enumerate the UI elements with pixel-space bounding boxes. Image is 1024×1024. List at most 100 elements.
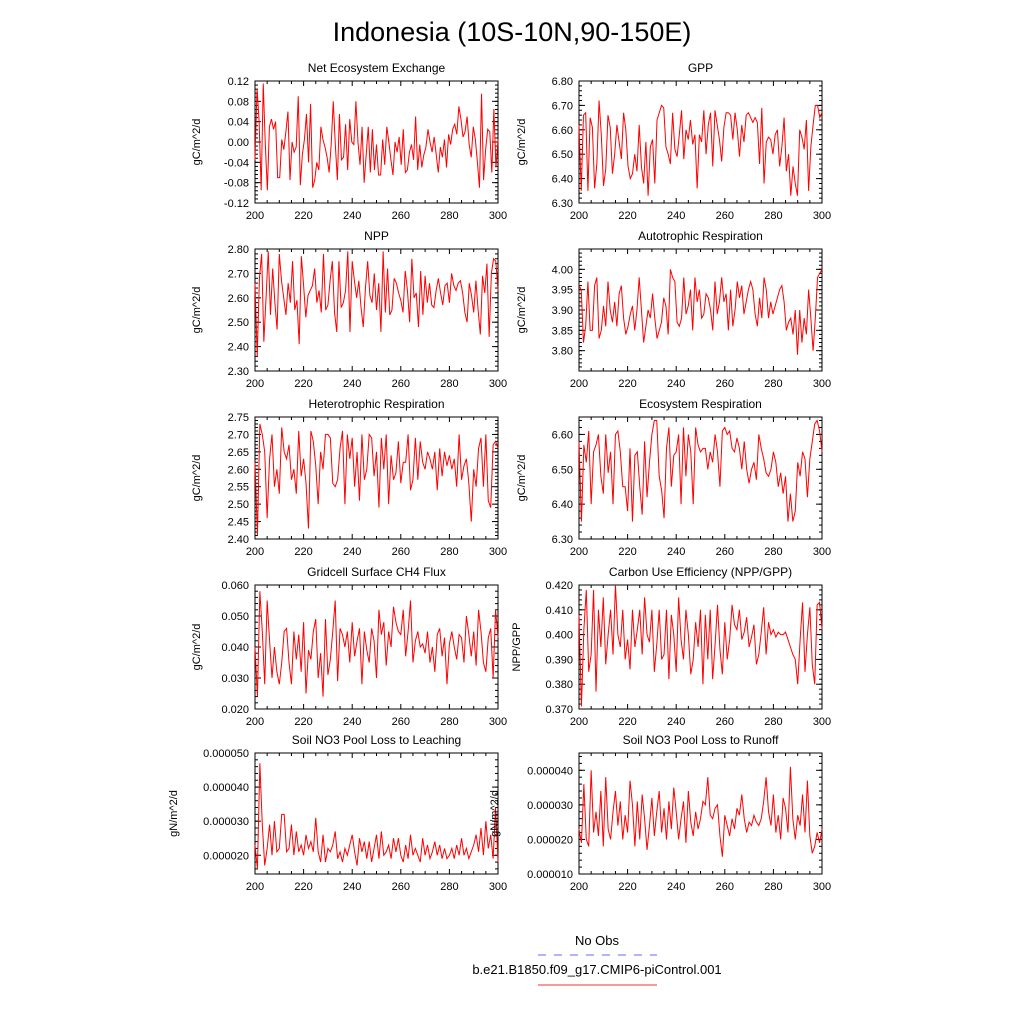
- y-tick-label: 2.50: [228, 317, 249, 329]
- x-tick-label: 300: [489, 881, 507, 893]
- y-tick-label: 6.70: [552, 100, 573, 112]
- y-tick-label: 3.85: [552, 325, 573, 337]
- x-tick-label: 280: [440, 716, 458, 728]
- x-tick-label: 280: [764, 378, 782, 390]
- y-tick-label: 6.40: [552, 174, 573, 186]
- plot-frame: [254, 584, 499, 710]
- y-tick-label: 0.000040: [203, 782, 249, 794]
- y-tick-label: 0.04: [228, 117, 249, 129]
- x-tick-label: 300: [813, 546, 831, 558]
- x-tick-label: 280: [764, 716, 782, 728]
- panel-8: Soil NO3 Pool Loss to Leaching gN/m^2/d 20…: [168, 733, 507, 893]
- legend-label-no-obs: No Obs: [575, 933, 620, 948]
- panel-4: Heterotrophic Respiration gC/m^2/d 200 220 2…: [191, 397, 507, 558]
- x-tick-label: 200: [570, 716, 588, 728]
- x-tick-label: 240: [667, 881, 685, 893]
- panel-6: Gridcell Surface CH4 Flux gC/m^2/d 200 220 2…: [191, 565, 507, 728]
- y-tick-label: 6.40: [552, 499, 573, 511]
- y-tick-label: 0.060: [221, 580, 249, 592]
- y-axis-label: gC/m^2/d: [191, 455, 203, 502]
- y-tick-label: 2.80: [228, 244, 249, 256]
- x-tick-label: 240: [343, 378, 361, 390]
- series-line: [254, 83, 499, 191]
- series-line: [578, 584, 823, 707]
- y-tick-label: 6.50: [552, 149, 573, 161]
- x-tick-label: 260: [392, 716, 410, 728]
- y-tick-label: 0.000010: [527, 869, 573, 881]
- x-tick-label: 240: [667, 210, 685, 222]
- panel-title: Heterotrophic Respiration: [308, 397, 444, 411]
- x-tick-label: 240: [343, 546, 361, 558]
- x-tick-label: 240: [667, 716, 685, 728]
- y-tick-label: 6.80: [552, 76, 573, 88]
- y-tick-label: -0.04: [224, 157, 249, 169]
- x-tick-label: 260: [716, 210, 734, 222]
- y-tick-label: 2.40: [228, 342, 249, 354]
- y-tick-label: 2.30: [228, 366, 249, 378]
- panel-9: Soil NO3 Pool Loss to Runoff gN/m^2/d 200 2…: [489, 733, 831, 893]
- series-line: [578, 100, 823, 196]
- y-axis-label: gN/m^2/d: [489, 790, 501, 837]
- panel-title: Carbon Use Efficiency (NPP/GPP): [609, 565, 792, 579]
- x-tick-label: 300: [813, 881, 831, 893]
- series-line: [254, 423, 499, 536]
- panel-7: Carbon Use Efficiency (NPP/GPP) NPP/GPP 20…: [511, 565, 831, 728]
- y-tick-label: 0.000020: [527, 834, 573, 846]
- x-tick-label: 200: [570, 210, 588, 222]
- panel-title: NPP: [364, 229, 389, 243]
- y-tick-label: 6.30: [552, 534, 573, 546]
- y-axis-label: gC/m^2/d: [516, 119, 528, 166]
- y-axis-label: gC/m^2/d: [516, 455, 528, 502]
- y-tick-label: 6.50: [552, 464, 573, 476]
- y-tick-label: 0.380: [545, 679, 573, 691]
- y-tick-label: 0.390: [545, 654, 573, 666]
- y-tick-label: 0.420: [545, 580, 573, 592]
- x-tick-label: 240: [667, 546, 685, 558]
- panel-title: Soil NO3 Pool Loss to Runoff: [623, 733, 780, 747]
- x-tick-label: 200: [246, 210, 264, 222]
- y-tick-label: 2.55: [228, 482, 249, 494]
- legend: No Obs b.e21.B1850.f09_g17.CMIP6-piContr…: [472, 933, 722, 986]
- x-tick-label: 260: [392, 210, 410, 222]
- y-tick-label: 0.370: [545, 704, 573, 716]
- x-tick-label: 280: [440, 210, 458, 222]
- x-tick-label: 260: [392, 378, 410, 390]
- panel-title: Gridcell Surface CH4 Flux: [307, 565, 446, 579]
- x-tick-label: 300: [813, 378, 831, 390]
- y-axis-label: gC/m^2/d: [191, 624, 203, 671]
- panel-title: Ecosystem Respiration: [639, 397, 762, 411]
- x-tick-label: 200: [246, 881, 264, 893]
- x-tick-label: 300: [489, 716, 507, 728]
- x-tick-label: 280: [764, 210, 782, 222]
- y-tick-label: 0.050: [221, 611, 249, 623]
- y-tick-label: 0.00: [228, 137, 249, 149]
- legend-label-model: b.e21.B1850.f09_g17.CMIP6-piControl.001: [472, 962, 721, 977]
- panel-title: GPP: [688, 61, 713, 75]
- y-tick-label: -0.12: [224, 198, 249, 210]
- series-line: [578, 766, 823, 857]
- y-tick-label: 2.45: [228, 517, 249, 529]
- x-tick-label: 300: [489, 378, 507, 390]
- y-tick-label: 0.000030: [203, 816, 249, 828]
- series-line: [578, 269, 823, 355]
- y-axis-label: NPP/GPP: [511, 623, 523, 672]
- y-tick-label: 3.80: [552, 346, 573, 358]
- y-axis-label: gN/m^2/d: [168, 790, 180, 837]
- y-axis-label: gC/m^2/d: [191, 287, 203, 334]
- x-tick-label: 280: [764, 881, 782, 893]
- y-tick-label: 0.040: [221, 642, 249, 654]
- y-tick-label: 2.75: [228, 412, 249, 424]
- panel-title: Soil NO3 Pool Loss to Leaching: [292, 733, 461, 747]
- x-tick-label: 240: [343, 716, 361, 728]
- y-tick-label: 0.12: [228, 76, 249, 88]
- y-tick-label: 3.95: [552, 285, 573, 297]
- x-tick-label: 220: [294, 378, 312, 390]
- y-tick-label: 0.000030: [527, 800, 573, 812]
- panel-5: Ecosystem Respiration gC/m^2/d 200 220 240 26…: [516, 397, 831, 558]
- y-tick-label: 0.000050: [203, 748, 249, 760]
- x-tick-label: 260: [716, 378, 734, 390]
- y-tick-label: 3.90: [552, 305, 573, 317]
- y-tick-label: 2.65: [228, 447, 249, 459]
- x-tick-label: 220: [618, 546, 636, 558]
- y-tick-label: 2.60: [228, 293, 249, 305]
